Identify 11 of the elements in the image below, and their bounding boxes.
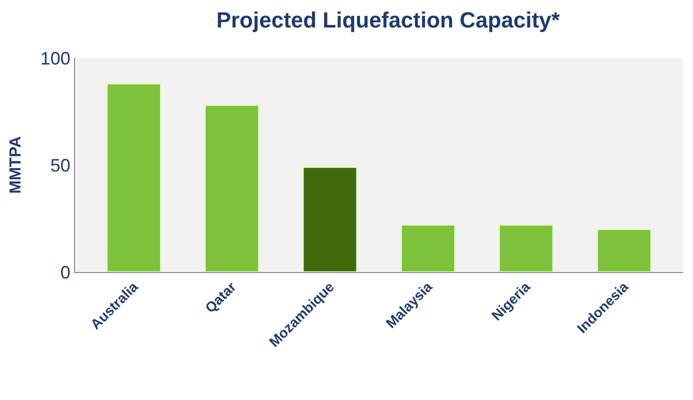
bar (400, 224, 456, 272)
bar (498, 224, 554, 272)
y-tick-label: 0 (60, 262, 70, 282)
bar (204, 104, 260, 272)
chart-title: Projected Liquefaction Capacity* (216, 7, 560, 32)
y-tick-label: 50 (50, 155, 70, 176)
bar (106, 82, 162, 272)
bar (596, 228, 652, 272)
y-tick-label: 100 (40, 48, 70, 68)
bar (302, 166, 358, 272)
y-axis-title: MMTPA (7, 136, 24, 194)
